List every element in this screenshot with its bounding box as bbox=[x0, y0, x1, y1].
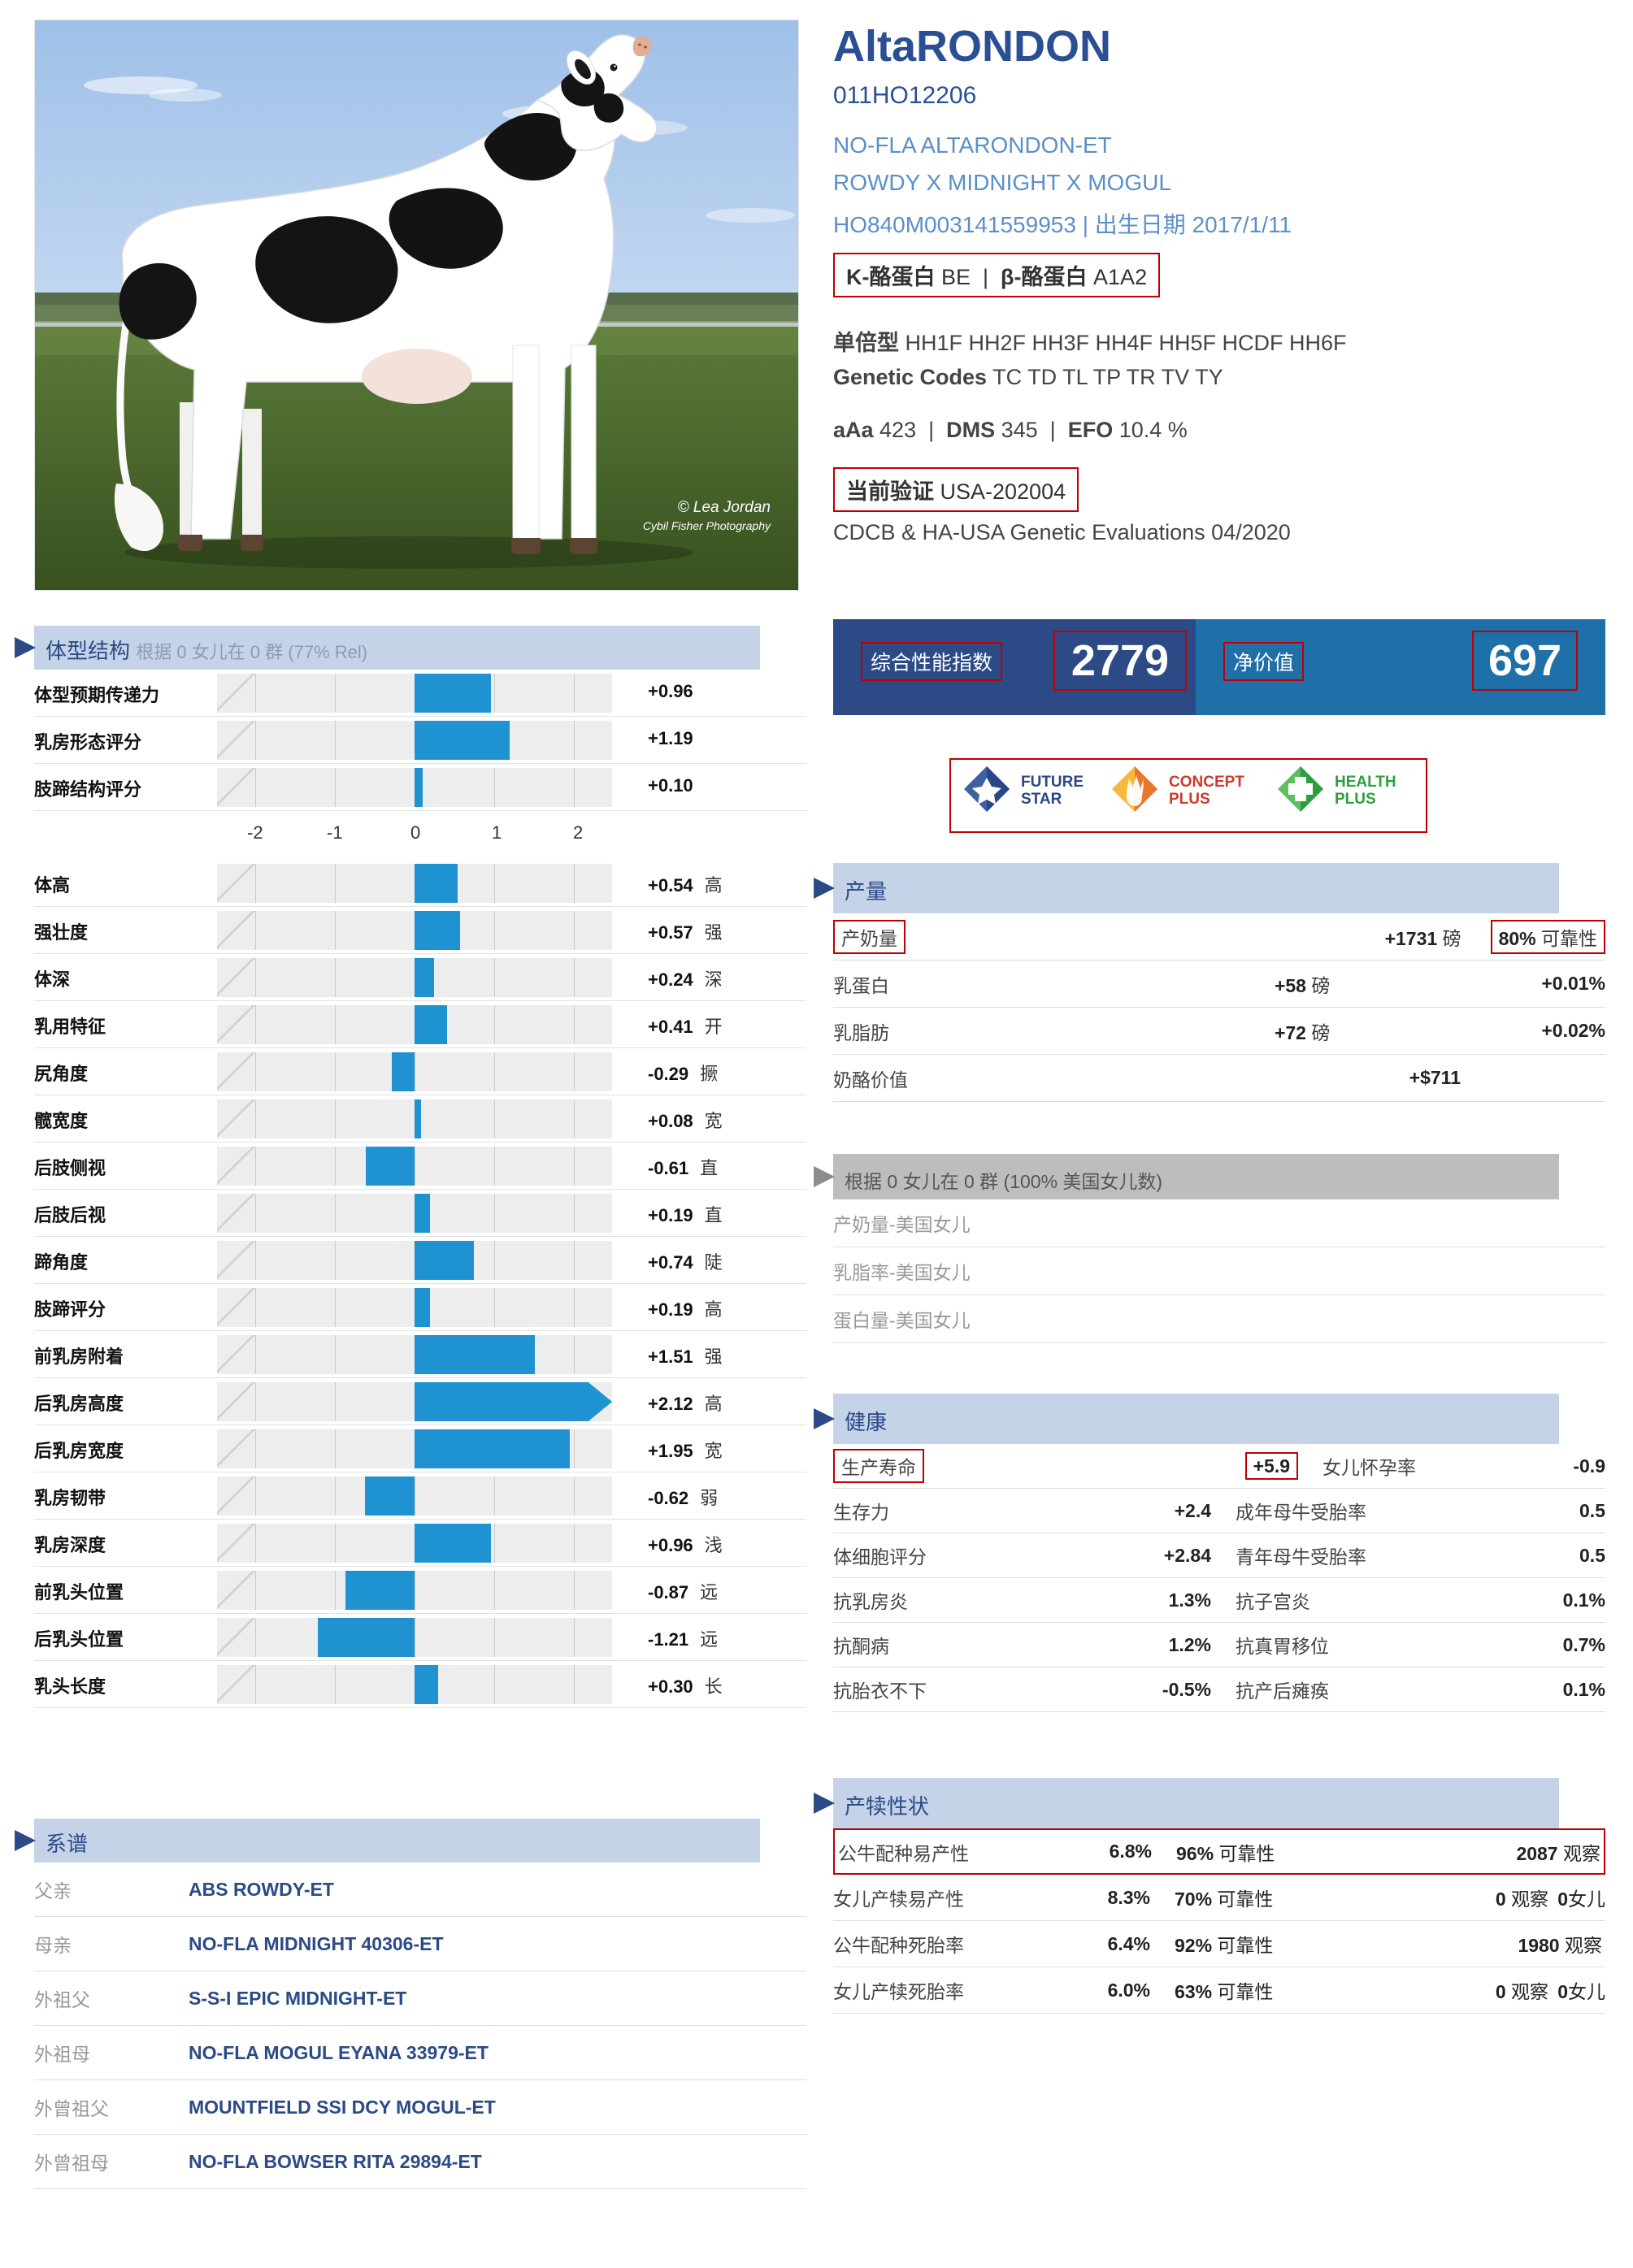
svg-text:HEALTH: HEALTH bbox=[1335, 774, 1396, 791]
svg-text:STAR: STAR bbox=[1021, 791, 1062, 808]
svg-text:Cybil Fisher Photography: Cybil Fisher Photography bbox=[643, 519, 771, 532]
svg-text:PLUS: PLUS bbox=[1169, 791, 1210, 808]
svg-text:FUTURE: FUTURE bbox=[1021, 774, 1084, 791]
svg-text:PLUS: PLUS bbox=[1335, 791, 1376, 808]
svg-text:© Lea Jordan: © Lea Jordan bbox=[678, 499, 771, 516]
svg-text:CONCEPT: CONCEPT bbox=[1169, 774, 1244, 791]
